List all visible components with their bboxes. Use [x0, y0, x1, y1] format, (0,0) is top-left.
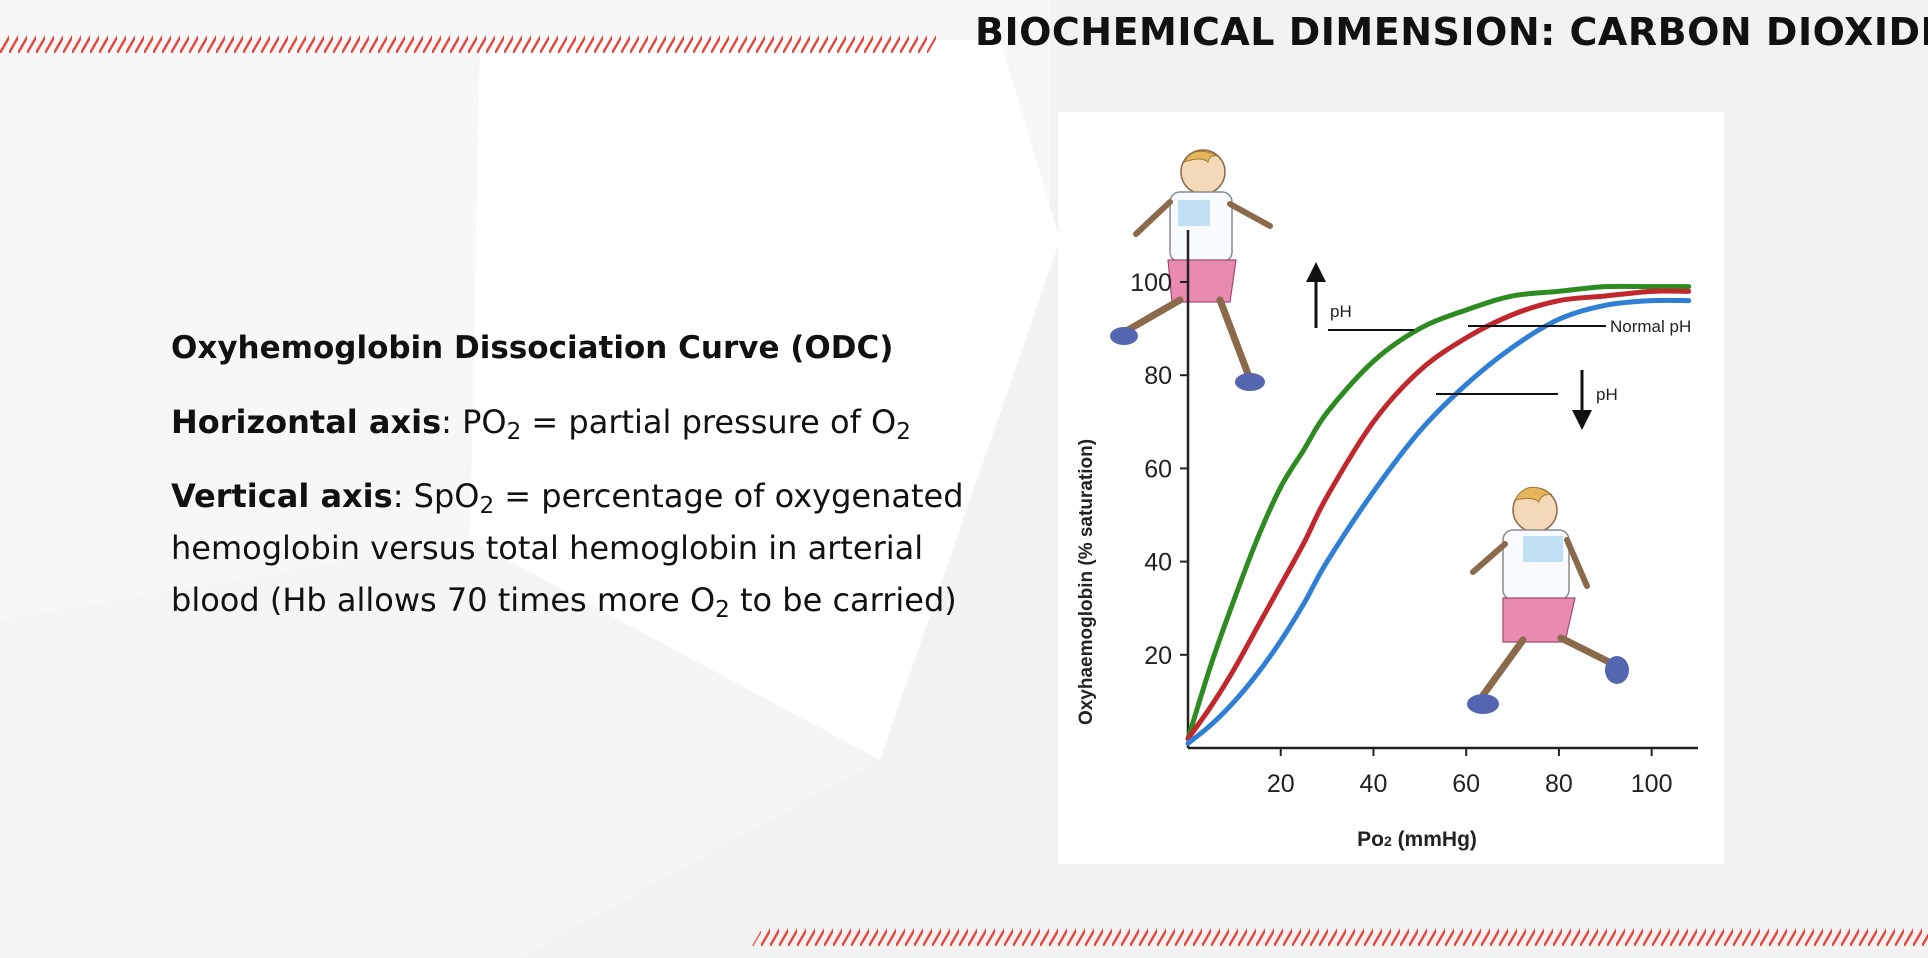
up-ph-arrow-head: [1306, 262, 1326, 282]
vertical-sub-1: 2: [479, 492, 495, 519]
x-axis-title-sub: 2: [1384, 833, 1392, 849]
y-tick-label: 60: [1144, 455, 1172, 483]
horizontal-axis-description: Horizontal axis: PO2 = partial pressure …: [171, 396, 1001, 448]
x-axis-title-unit: (mmHg): [1392, 828, 1477, 851]
down-ph-label: pH: [1596, 385, 1618, 404]
y-tick-label: 20: [1144, 642, 1172, 670]
odc-chart-panel: 20 40 60 80 100 20 40 60 80 100 pH Normal pH pH Oxy…: [1058, 112, 1724, 864]
series-line-blue: [1185, 297, 1692, 746]
series-line-red: [1185, 288, 1692, 742]
down-ph-arrow-head: [1572, 410, 1592, 430]
x-tick-label: 20: [1267, 770, 1295, 798]
chart-annotations: pH Normal pH pH: [1306, 262, 1691, 430]
x-tick-label: 60: [1452, 770, 1480, 798]
chart-axes: 20 40 60 80 100 20 40 60 80 100: [1130, 230, 1698, 798]
runner-bottom-illustration: [1467, 486, 1629, 714]
odc-title: Oxyhemoglobin Dissociation Curve (ODC): [171, 330, 894, 366]
horizontal-text-a: : PO: [441, 403, 507, 441]
x-tick-label: 40: [1360, 770, 1388, 798]
slide-title: BIOCHEMICAL DIMENSION: CARBON DIOXIDE: [975, 10, 1928, 54]
x-axis-title: Po2 (mmHg): [1357, 828, 1477, 851]
horizontal-sub-2: 2: [896, 418, 911, 445]
horizontal-sub-1: 2: [506, 418, 522, 445]
vertical-axis-label: Vertical axis: [171, 477, 393, 515]
vertical-text-c: to be carried): [729, 581, 957, 619]
vertical-sub-2: 2: [715, 596, 730, 623]
normal-ph-label: Normal pH: [1610, 317, 1691, 336]
x-tick-label: 80: [1545, 770, 1573, 798]
x-tick-label: 100: [1631, 770, 1673, 798]
series-line-green: [1185, 283, 1692, 742]
chart-series: [1185, 283, 1692, 746]
vertical-axis-description: Vertical axis: SpO2 = percentage of oxyg…: [171, 470, 1001, 626]
y-tick-label: 40: [1144, 549, 1172, 577]
odc-chart: 20 40 60 80 100 20 40 60 80 100 pH Normal pH pH Oxy…: [1076, 149, 1698, 851]
vertical-text-b: = percentage of oxygenated hemoglobin ve…: [171, 477, 964, 619]
runner-top-illustration: [1110, 149, 1273, 391]
vertical-text-a: : SpO: [392, 477, 480, 515]
up-ph-label: pH: [1330, 302, 1352, 321]
y-axis-title: Oxyhaemoglobin (% saturation): [1076, 439, 1097, 725]
horizontal-text-b: = partial pressure of O: [521, 403, 897, 441]
x-axis-title-main: Po: [1357, 828, 1384, 851]
bottom-decorative-stripes: [752, 908, 1928, 946]
y-tick-label: 80: [1144, 362, 1172, 390]
top-decorative-stripes: [0, 15, 950, 53]
y-tick-label: 100: [1130, 269, 1172, 297]
horizontal-axis-label: Horizontal axis: [171, 403, 442, 441]
text-block: Oxyhemoglobin Dissociation Curve (ODC) H…: [171, 322, 1001, 648]
